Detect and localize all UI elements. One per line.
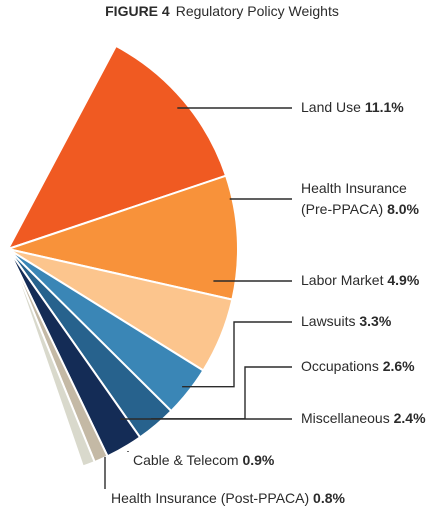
slice-label-name: Health Insurance (Post-PPACA): [111, 490, 313, 506]
slice-label: Health Insurance (Pre-PPACA) 8.0%: [301, 180, 420, 217]
figure-title-text: Regulatory Policy Weights: [175, 3, 339, 19]
slice-value-label: 3.3%: [359, 313, 391, 329]
figure-number: FIGURE 4: [105, 3, 170, 19]
slice-label: Labor Market 4.9%: [301, 272, 420, 288]
slice-label: Land Use 11.1%: [301, 99, 404, 115]
slice-value-label: 0.8%: [313, 490, 345, 506]
pie-slice: [4, 174, 239, 301]
chart-title: FIGURE 4 Regulatory Policy Weights: [0, 2, 444, 20]
slice-value-label: 8.0%: [387, 201, 419, 217]
slice-label: Health Insurance (Post-PPACA) 0.8%: [111, 490, 346, 506]
slice-label-name: Lawsuits: [301, 313, 359, 329]
slice-labels: Land Use 11.1% Health Insurance (Pre-PPACA…: [111, 99, 426, 506]
leader-lines: [104, 107, 292, 489]
slice-value-label: 11.1%: [365, 99, 404, 115]
slice-label: Miscellaneous 2.4%: [301, 410, 426, 426]
slice-value-label: 2.6%: [383, 358, 415, 374]
pie-slice: [5, 44, 228, 251]
slice-label-name: Miscellaneous: [301, 410, 394, 426]
slice-label-name: Labor Market: [301, 272, 387, 288]
slice-label-name: Cable & Telecom: [133, 452, 242, 468]
leader-line: [182, 321, 292, 388]
slice-label-line: (Pre-PPACA): [301, 201, 387, 217]
slice-label-name: Land Use: [301, 99, 365, 115]
slice-value-label: 2.4%: [394, 410, 426, 426]
pie-slices: [4, 44, 239, 468]
slice-label-name: Occupations: [301, 358, 383, 374]
pie-slice: [7, 248, 96, 468]
slice-label: Lawsuits 3.3%: [301, 313, 392, 329]
slice-value-label: 4.9%: [387, 272, 419, 288]
slice-value-label: 0.9%: [242, 452, 274, 468]
slice-label: Cable & Telecom 0.9%: [133, 452, 275, 468]
slice-label-line: Health Insurance: [301, 180, 407, 196]
slice-label: Occupations 2.6%: [301, 358, 415, 374]
